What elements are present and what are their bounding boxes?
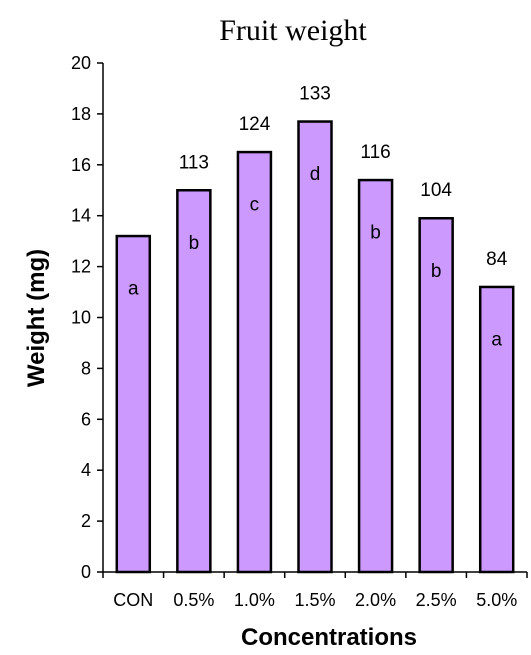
- group-letter: c: [250, 195, 260, 216]
- y-tick-label: 20: [71, 53, 91, 73]
- x-axis-label: Concentrations: [241, 624, 417, 651]
- bar-0.5%: [176, 189, 212, 574]
- x-tick-label: 1.0%: [234, 590, 275, 610]
- data-label: 124: [239, 114, 271, 135]
- y-tick-label: 10: [71, 308, 91, 328]
- y-tick-label: 4: [81, 460, 91, 480]
- y-tick-label: 0: [81, 562, 91, 582]
- bar-CON: [115, 234, 152, 574]
- x-tick-label: 0.5%: [173, 590, 214, 610]
- x-tick-label: 1.5%: [294, 590, 335, 610]
- data-label: 116: [360, 142, 390, 163]
- data-label: 84: [486, 249, 508, 270]
- y-tick-label: 8: [81, 358, 91, 378]
- x-tick-label: 2.5%: [416, 590, 457, 610]
- y-tick-label: 2: [81, 511, 91, 531]
- x-tick-label: 2.0%: [355, 590, 396, 610]
- group-letter: a: [491, 329, 502, 350]
- y-tick-label: 6: [81, 409, 91, 429]
- bar-1.5%: [297, 120, 333, 574]
- group-letter: b: [370, 223, 381, 244]
- x-tick-label: CON: [113, 590, 153, 610]
- y-axis-label: Weight (mg): [23, 249, 50, 387]
- data-label: 133: [299, 84, 331, 105]
- y-tick-label: 18: [71, 104, 91, 124]
- group-letter: a: [128, 279, 139, 300]
- group-letter: b: [189, 233, 200, 254]
- y-tick-label: 14: [71, 206, 91, 226]
- bar-5.0%: [478, 285, 515, 574]
- x-tick-label: 5.0%: [476, 590, 517, 610]
- group-letter: d: [310, 164, 321, 185]
- bar-1.0%: [236, 150, 273, 574]
- bar-2.0%: [357, 178, 394, 574]
- bar-2.5%: [418, 216, 454, 574]
- data-label: 113: [179, 152, 209, 173]
- group-letter: b: [431, 261, 442, 282]
- y-tick-label: 12: [71, 257, 91, 277]
- chart-title: Fruit weight: [219, 14, 367, 47]
- bars: a 113 b 124 c 133 d 116 b 104 b 84 a: [115, 84, 515, 574]
- data-label: 104: [420, 180, 452, 201]
- y-tick-label: 16: [71, 155, 91, 175]
- x-axis-ticks: CON 0.5% 1.0% 1.5% 2.0% 2.5% 5.0%: [102, 572, 528, 610]
- y-axis-ticks: 0 2 4 6 8 10 12 14 16 18 20: [71, 53, 103, 582]
